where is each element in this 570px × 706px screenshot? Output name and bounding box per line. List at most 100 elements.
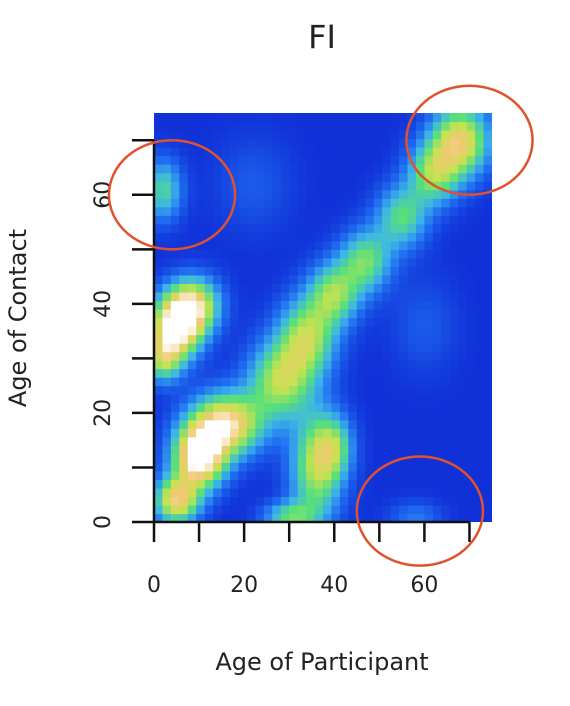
heatmap-cell [297,121,307,131]
heatmap-cell [382,343,392,353]
heatmap-cell [365,368,375,378]
heatmap-cell [230,402,240,412]
heatmap-cell [154,172,164,182]
heatmap-cell [204,121,214,131]
heatmap-cell [475,385,485,395]
heatmap-cell [263,343,273,353]
heatmap-cell [289,206,299,216]
heatmap-cell [348,479,358,489]
heatmap-cell [187,257,197,267]
heatmap-cell [196,206,206,216]
heatmap-cell [348,189,358,199]
heatmap-cell [449,206,459,216]
heatmap-cell [221,206,231,216]
heatmap-cell [280,513,290,522]
heatmap-cell [314,266,324,276]
heatmap-cell [187,504,197,515]
heatmap-cell [255,198,265,208]
heatmap-cell [297,385,307,395]
heatmap-cell [475,172,485,182]
heatmap-cell [187,377,197,387]
heatmap-cell [323,487,333,498]
heatmap-cell [196,317,206,327]
heatmap-cell [415,419,425,429]
heatmap-cell [230,147,240,157]
heatmap-cell [314,206,324,216]
heatmap-cell [382,419,392,429]
heatmap-cell [272,377,282,387]
heatmap-cell [230,215,240,225]
heatmap-cell [204,453,214,463]
heatmap-cell [238,326,248,336]
heatmap-cell [331,113,341,123]
heatmap-cell [466,291,476,302]
heatmap-cell [424,283,434,293]
heatmap-cell [323,394,333,404]
heatmap-cell [221,274,231,285]
heatmap-cell [365,394,375,404]
heatmap-cell [187,215,197,225]
heatmap-cell [373,436,383,446]
heatmap-cell [399,181,409,191]
heatmap-cell [272,121,282,131]
heatmap-cell [339,334,349,344]
heatmap-cell [179,300,189,310]
heatmap-cell [365,377,375,387]
heatmap-cell [297,147,307,157]
heatmap-cell [297,164,307,174]
annotation-ellipse [355,455,485,567]
heatmap-cell [449,343,459,353]
heatmap-cell [213,428,223,438]
heatmap-cell [458,155,468,165]
heatmap-cell [390,189,400,199]
heatmap-cell [154,130,164,140]
heatmap-cell [449,487,459,498]
heatmap-cell [213,326,223,336]
heatmap-cell [432,428,442,438]
heatmap-cell [399,479,409,489]
heatmap-cell [238,487,248,498]
heatmap-cell [458,113,468,123]
heatmap-cell [373,121,383,131]
heatmap-cell [154,317,164,327]
heatmap-cell [162,462,172,472]
heatmap-cell [441,283,451,293]
heatmap-cell [373,189,383,199]
heatmap-cell [339,147,349,157]
heatmap-cell [162,377,172,387]
heatmap-cell [356,385,366,395]
heatmap-cell [415,513,425,522]
heatmap-cell [365,257,375,267]
heatmap-cell [280,257,290,267]
heatmap-cell [297,462,307,472]
heatmap-cell [162,240,172,250]
heatmap-cell [272,496,282,506]
heatmap-cell [187,147,197,157]
heatmap-cell [213,317,223,327]
heatmap-cell [432,266,442,276]
heatmap-cell [154,300,164,310]
heatmap-cell [382,360,392,370]
heatmap-cell [263,334,273,344]
heatmap-cell [154,428,164,438]
heatmap-cell [466,351,476,361]
heatmap-cell [221,368,231,378]
heatmap-cell [331,249,341,259]
heatmap-cell [280,504,290,515]
heatmap-cell [339,360,349,370]
heatmap-cell [204,343,214,353]
heatmap-cell [297,130,307,140]
heatmap-cell [306,377,316,387]
heatmap-cell [170,147,180,157]
heatmap-cell [407,428,417,438]
heatmap-cell [263,215,273,225]
heatmap-cell [323,232,333,242]
heatmap-cell [255,240,265,250]
heatmap-cell [475,419,485,429]
heatmap-cell [179,291,189,302]
heatmap-cell [170,172,180,182]
heatmap-cell [255,249,265,259]
heatmap-cell [314,232,324,242]
heatmap-cell [221,181,231,191]
heatmap-cell [382,189,392,199]
